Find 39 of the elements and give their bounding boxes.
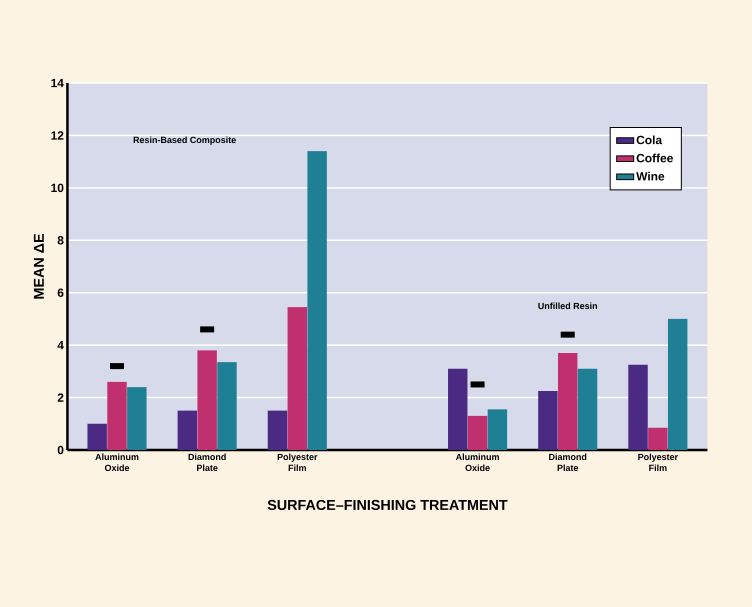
- bar: [558, 352, 578, 450]
- legend-label: Coffee: [636, 154, 673, 162]
- x-tick-label: Diamond Plate: [549, 454, 586, 472]
- legend-label: Wine: [636, 172, 664, 181]
- bar: [178, 410, 198, 450]
- bar: [628, 364, 648, 450]
- x-tick-label: Polyester Film: [278, 454, 318, 471]
- bar: [107, 382, 127, 450]
- y-tick-label: 12: [51, 131, 64, 140]
- y-tick-label: 8: [58, 236, 64, 244]
- y-tick-label: 0: [58, 446, 64, 454]
- y-tick-label: 4: [57, 341, 64, 350]
- y-axis-title: MEAN ΔE: [34, 234, 44, 299]
- bar: [87, 424, 107, 450]
- annotation: Resin-Based Composite: [134, 136, 236, 145]
- y-tick-label: 10: [51, 184, 64, 192]
- bar: [127, 387, 147, 450]
- x-tick-label: Aluminum Oxide: [456, 454, 499, 472]
- y-tick-label: 2: [58, 393, 64, 402]
- x-tick-label: Aluminum Oxide: [95, 454, 138, 472]
- bar: [468, 416, 488, 450]
- bar: [538, 391, 558, 450]
- y-tick-label: 6: [58, 288, 64, 297]
- bar: [578, 368, 598, 450]
- x-axis-title: SURFACE–FINISHING TREATMENT: [268, 500, 508, 510]
- bar: [268, 410, 288, 450]
- bar: [307, 151, 327, 450]
- x-tick-label: Diamond Plate: [188, 454, 226, 472]
- bar: [448, 368, 468, 450]
- bar: [197, 350, 217, 450]
- legend-label: Cola: [636, 135, 662, 144]
- bar: [488, 409, 508, 450]
- bar: [288, 307, 308, 450]
- y-tick-label: 14: [51, 78, 64, 88]
- bar: [668, 318, 688, 450]
- annotation: Unfilled Resin: [538, 302, 598, 310]
- x-tick-label: Polyester Film: [638, 454, 678, 471]
- bar: [217, 362, 237, 450]
- bar: [648, 428, 668, 450]
